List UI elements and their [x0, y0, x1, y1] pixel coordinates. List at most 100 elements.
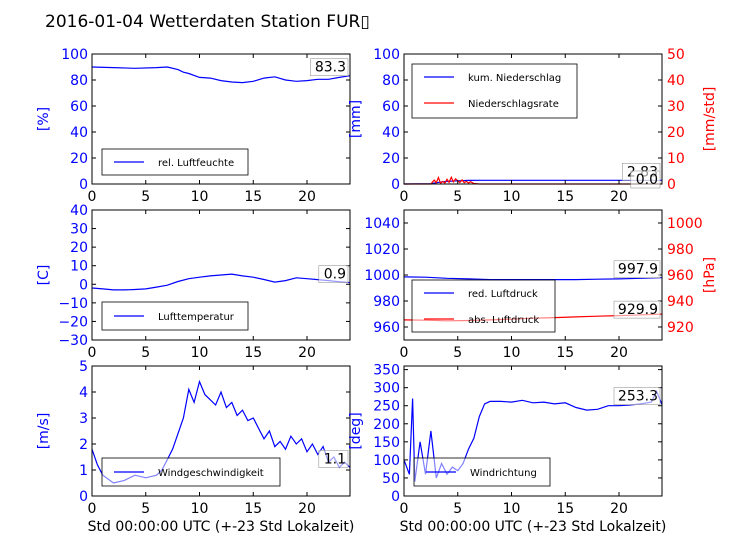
- y-tick-label: 1: [79, 463, 88, 479]
- y2-tick-label: 10: [667, 151, 685, 167]
- series-line-temperature-0: [91, 273, 351, 291]
- value-box: [318, 265, 349, 283]
- y-axis-label: [deg]: [348, 412, 364, 449]
- y-tick-label: 980: [373, 294, 400, 310]
- y-tick-label: 20: [70, 240, 88, 256]
- y-tick-label: 60: [382, 99, 400, 115]
- y-tick-label: −30: [58, 333, 88, 349]
- y-tick-label: 0: [79, 177, 88, 193]
- legend-label: rel. Luftfeuchte: [158, 158, 234, 169]
- last-value-label: 1.1: [324, 451, 346, 467]
- y-axis-label: [%]: [36, 107, 52, 131]
- y2-tick-label: 40: [667, 73, 685, 89]
- y-tick-label: 10: [70, 259, 88, 275]
- x-tick-label: 10: [191, 345, 209, 361]
- y2-tick-label: 0: [667, 177, 676, 193]
- legend: Windrichtung: [413, 457, 551, 487]
- y-tick-label: 20: [70, 151, 88, 167]
- x-tick-label: 15: [244, 345, 262, 361]
- y-tick-label: 0: [79, 489, 88, 505]
- x-tick-label: 20: [298, 189, 316, 205]
- y-tick-label: 1040: [364, 216, 400, 232]
- x-tick-label: 5: [141, 501, 150, 517]
- legend-label: abs. Luftdruck: [468, 315, 539, 326]
- y-tick-label: 1000: [364, 268, 400, 284]
- legend: kum. Niederschlag Niederschlagsrate: [411, 63, 578, 119]
- y-tick-label: 40: [70, 203, 88, 219]
- x-tick-label: 20: [298, 345, 316, 361]
- y-tick-label: 960: [373, 320, 400, 336]
- value-box: [630, 170, 661, 189]
- y2-axis-label: [mm/std]: [702, 87, 718, 152]
- last-value-label: 83.3: [315, 60, 346, 76]
- x-tick-label: 15: [556, 189, 574, 205]
- x-tick-label: 15: [556, 501, 574, 517]
- y-axis-label: [m/s]: [36, 413, 52, 450]
- y-tick-label: 100: [373, 47, 400, 63]
- x-tick-label: 5: [453, 501, 462, 517]
- y-tick-label: 80: [70, 73, 88, 89]
- x-tick-label: 10: [503, 345, 521, 361]
- value-box: [318, 450, 349, 468]
- y-tick-label: 40: [70, 125, 88, 141]
- legend-label: red. Luftdruck: [468, 289, 538, 300]
- x-tick-label: 15: [244, 501, 262, 517]
- y-tick-label: 0: [391, 177, 400, 193]
- x-tick-label: 5: [453, 189, 462, 205]
- last-value-label: 0.0: [636, 172, 658, 188]
- last-value-label: 253.3: [618, 389, 658, 405]
- y2-tick-label: 30: [667, 99, 685, 115]
- legend-box: [101, 301, 249, 331]
- y-tick-label: 2: [79, 437, 88, 453]
- x-tick-label: 20: [610, 189, 628, 205]
- y-tick-label: 3: [79, 411, 88, 427]
- legend-label: kum. Niederschlag: [468, 73, 561, 84]
- y-tick-label: 0: [79, 277, 88, 293]
- legend-box: [411, 279, 556, 333]
- legend-label: Windrichtung: [470, 468, 537, 479]
- x-tick-label: 20: [610, 345, 628, 361]
- legend-label: Niederschlagsrate: [468, 99, 559, 110]
- y-tick-label: 0: [391, 489, 400, 505]
- x-tick-label: 10: [191, 501, 209, 517]
- value-box: [613, 387, 661, 405]
- plot-frame: [403, 53, 663, 185]
- series-line-winddirection-0: [403, 389, 663, 482]
- panel-precipitation: 0 5 10 15 20 0 20 40 60 80 100 0 10 20 30 40 50 [mm] [mm/s…: [348, 47, 718, 205]
- y-tick-label: 5: [79, 359, 88, 375]
- x-tick-label: 0: [88, 501, 97, 517]
- plot-frame: [403, 365, 663, 497]
- y-tick-label: −20: [58, 314, 88, 330]
- panel-humidity: 0 5 10 15 20 0 20 40 60 80 100 [%] rel. Luftfeuchte 8…: [36, 47, 351, 205]
- y2-tick-label: 960: [667, 268, 694, 284]
- y-tick-label: 250: [373, 399, 400, 415]
- y2-tick-label: 20: [667, 125, 685, 141]
- plot-frame: [91, 53, 351, 185]
- y-tick-label: 100: [373, 453, 400, 469]
- y-tick-label: 40: [382, 125, 400, 141]
- y2-tick-label: 920: [667, 320, 694, 336]
- legend-box: [411, 63, 578, 119]
- y-tick-label: 150: [373, 435, 400, 451]
- y-tick-label: 80: [382, 73, 400, 89]
- x-axis-label: Std 00:00:00 UTC (+-23 Std Lokalzeit): [88, 519, 355, 535]
- legend: red. Luftdruck abs. Luftdruck: [411, 279, 556, 333]
- x-tick-label: 15: [556, 345, 574, 361]
- x-tick-label: 0: [400, 189, 409, 205]
- x-tick-label: 10: [503, 501, 521, 517]
- legend-label: Lufttemperatur: [158, 312, 235, 323]
- x-tick-label: 5: [453, 345, 462, 361]
- y-tick-label: 300: [373, 381, 400, 397]
- y2-tick-label: 50: [667, 47, 685, 63]
- x-tick-label: 10: [191, 189, 209, 205]
- x-tick-label: 0: [400, 501, 409, 517]
- y-tick-label: 60: [70, 99, 88, 115]
- y-tick-label: 4: [79, 385, 88, 401]
- x-tick-label: 5: [141, 345, 150, 361]
- y2-tick-label: 980: [667, 242, 694, 258]
- y-tick-label: 100: [61, 47, 88, 63]
- legend: rel. Luftfeuchte: [101, 148, 249, 176]
